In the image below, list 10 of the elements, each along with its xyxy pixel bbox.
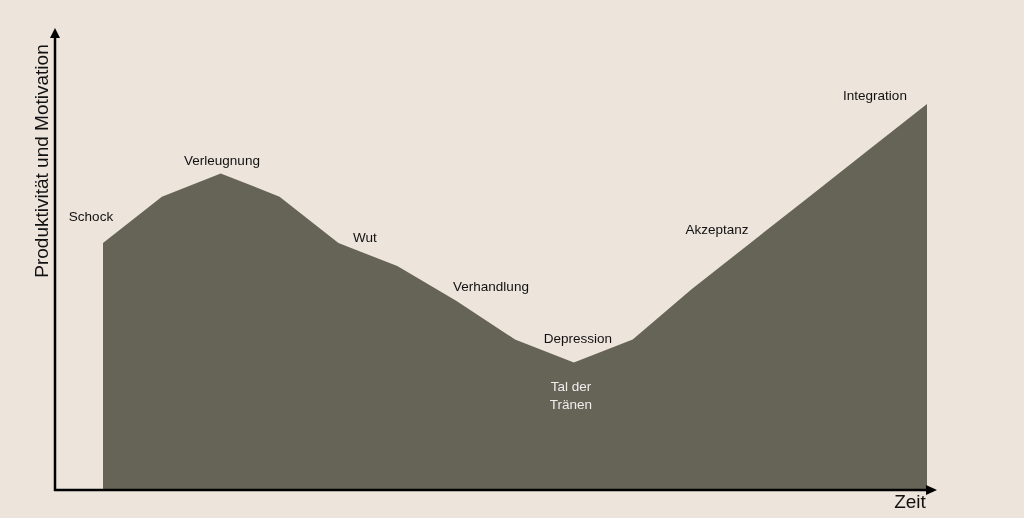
annotation: Tal der Tränen xyxy=(548,378,594,414)
annotation: Depression xyxy=(542,330,614,348)
x-axis-title: Zeit xyxy=(893,491,927,513)
annotation: Verleugnung xyxy=(183,152,261,170)
annotation: Schock xyxy=(68,209,114,224)
annotation: Verhandlung xyxy=(452,278,530,296)
annotation: Wut xyxy=(352,229,378,247)
annotation: Akzeptanz xyxy=(684,221,750,239)
y-axis-title: Produktivität und Motivation xyxy=(31,43,53,280)
text: Integration xyxy=(842,87,908,105)
